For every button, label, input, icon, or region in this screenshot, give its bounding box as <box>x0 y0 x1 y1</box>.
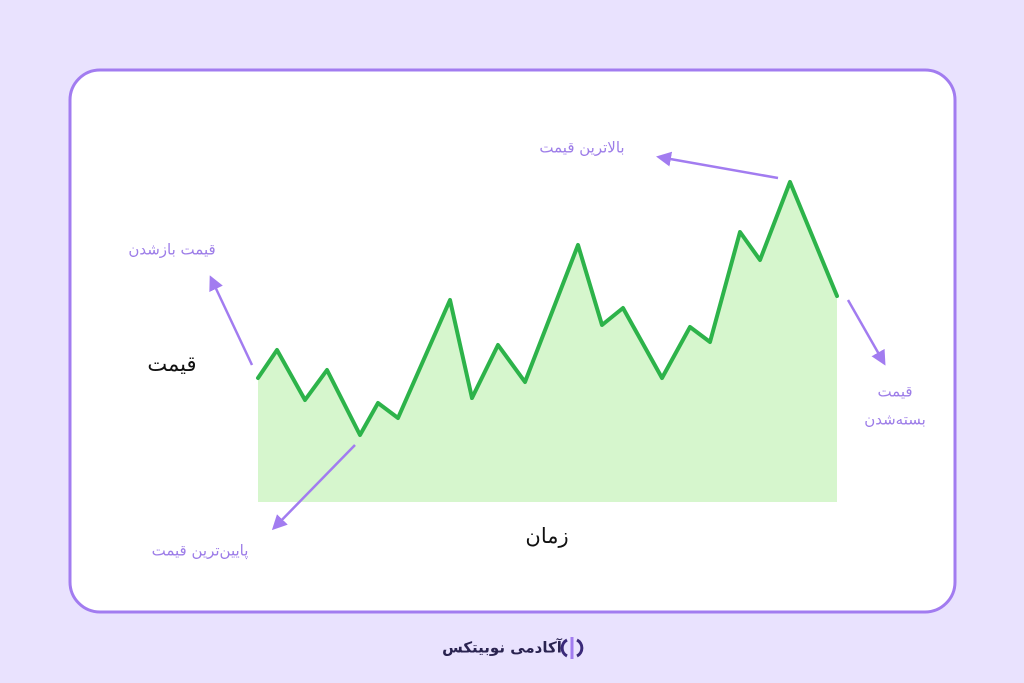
high-label: بالاترین قیمت <box>539 139 624 157</box>
price-area <box>258 182 837 502</box>
x-axis-label: زمان <box>525 524 568 548</box>
brand: آکادمی نوبیتکس <box>442 639 563 657</box>
low-label: پایین‌ترین قیمت <box>152 542 249 561</box>
y-axis-label: قیمت <box>147 352 196 376</box>
open-label: قیمت بازشدن <box>128 241 215 259</box>
close-label: بسته‌شدن <box>864 411 926 429</box>
arrow-open <box>209 275 254 366</box>
close-label: قیمت <box>877 383 912 401</box>
price-line <box>256 180 839 437</box>
logo <box>560 637 584 659</box>
arrow-low <box>271 444 356 531</box>
arrow-high <box>656 151 779 180</box>
arrow-close <box>846 299 886 366</box>
